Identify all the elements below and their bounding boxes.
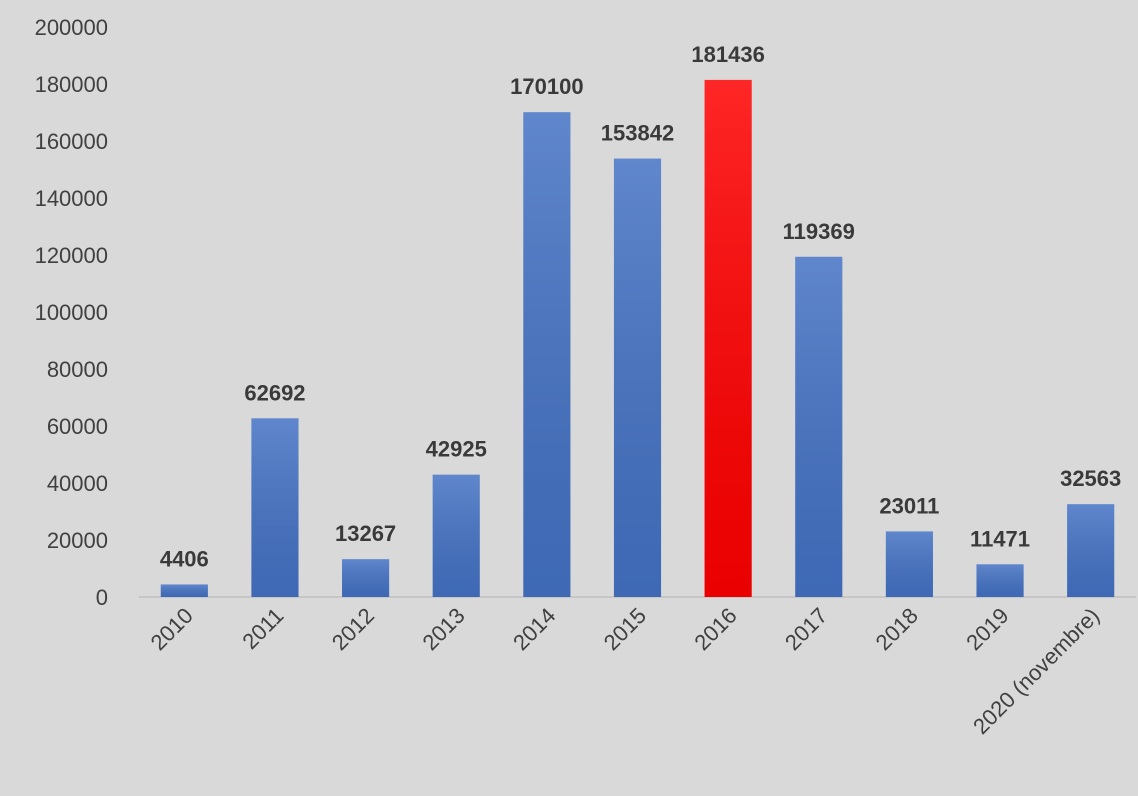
y-tick-label: 20000 <box>47 528 108 553</box>
y-tick-label: 180000 <box>35 72 108 97</box>
bar-sheen <box>885 531 933 597</box>
y-tick-label: 100000 <box>35 300 108 325</box>
y-tick-label: 120000 <box>35 243 108 268</box>
bar-sheen <box>976 564 1024 597</box>
bar-sheen <box>251 418 299 597</box>
value-label: 11471 <box>970 526 1030 551</box>
y-tick-label: 0 <box>96 585 108 610</box>
value-label: 23011 <box>879 493 939 518</box>
value-label: 13267 <box>335 521 396 546</box>
bar-sheen <box>160 584 208 597</box>
value-label: 62692 <box>244 380 305 405</box>
bar-sheen <box>342 559 390 597</box>
value-label: 119369 <box>783 219 855 244</box>
y-tick-label: 160000 <box>35 129 108 154</box>
value-label: 170100 <box>510 74 583 99</box>
bar-sheen <box>704 79 752 597</box>
y-tick-label: 60000 <box>47 414 108 439</box>
value-label: 42925 <box>426 437 487 462</box>
y-tick-label: 140000 <box>35 186 108 211</box>
y-tick-label: 80000 <box>47 357 108 382</box>
value-label: 153842 <box>601 121 674 146</box>
bar-sheen <box>523 112 571 597</box>
value-label: 4406 <box>160 546 209 571</box>
bar-sheen <box>432 474 480 597</box>
y-tick-label: 200000 <box>35 15 108 40</box>
y-tick-label: 40000 <box>47 471 108 496</box>
value-label: 32563 <box>1060 466 1121 491</box>
bar-sheen <box>1067 504 1115 597</box>
bar-sheen <box>613 158 662 597</box>
bar-sheen <box>795 256 843 597</box>
value-label: 181436 <box>691 42 764 67</box>
